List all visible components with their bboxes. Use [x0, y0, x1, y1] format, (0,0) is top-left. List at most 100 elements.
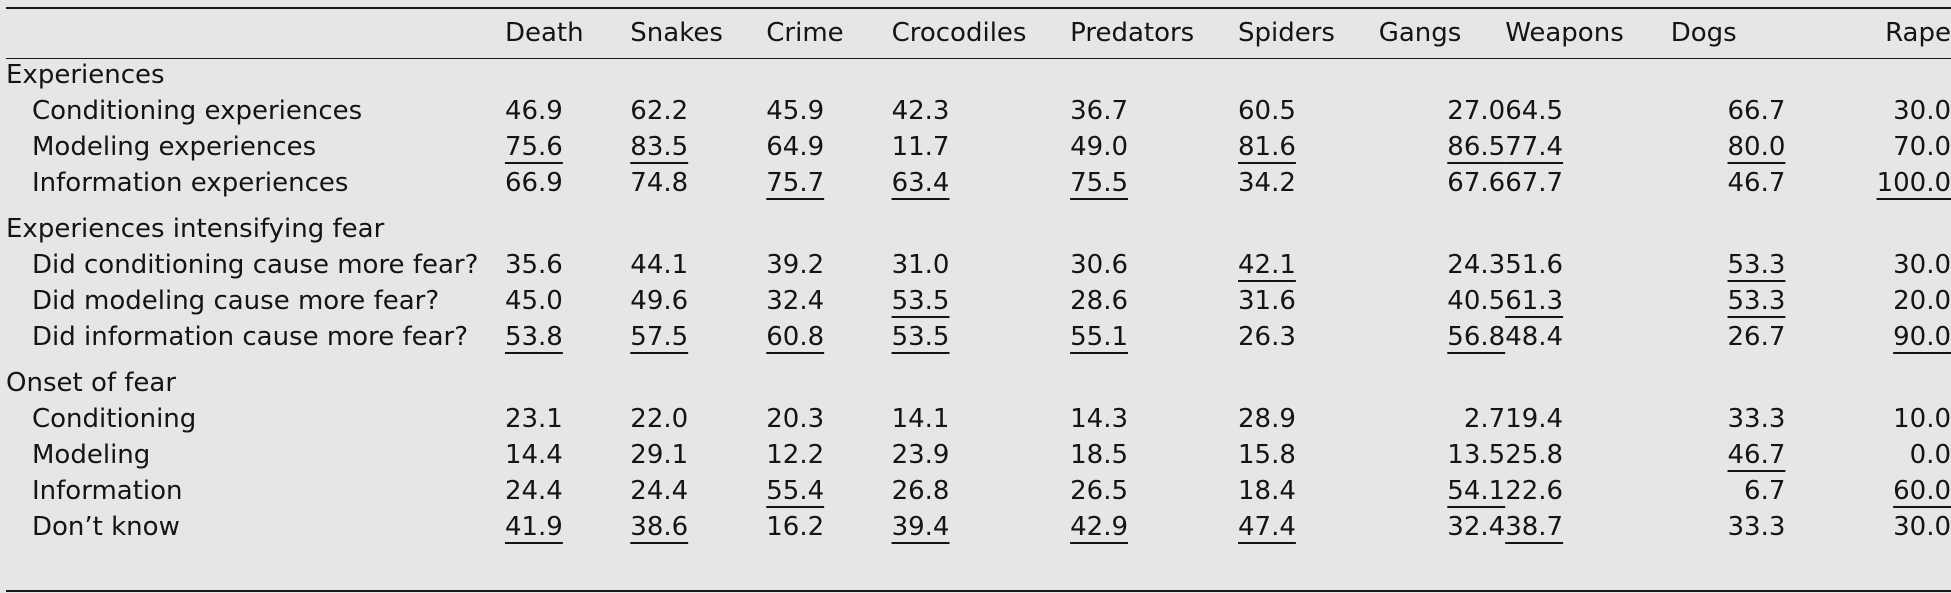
cell-value-underlined: 42.9 — [1070, 512, 1128, 542]
table-cell: 67.6 — [1379, 165, 1505, 201]
section-title: Onset of fear — [6, 368, 177, 398]
cell-value-underlined: 56.8 — [1447, 322, 1506, 352]
table-cell: 100.0 — [1785, 165, 1951, 201]
table-cell: 46.7 — [1671, 165, 1786, 201]
table-cell: 75.6 — [505, 129, 630, 165]
cell-value: 33.3 — [1727, 512, 1786, 542]
table-cell: 75.5 — [1070, 165, 1238, 201]
cell-value: 26.3 — [1238, 322, 1296, 352]
table-cell: 26.3 — [1238, 319, 1379, 355]
table-cell: 45.9 — [766, 93, 891, 129]
table-cell: 80.0 — [1671, 129, 1786, 165]
table-cell: 22.6 — [1505, 473, 1671, 509]
table-bottom-rule — [6, 590, 1951, 592]
cell-value: 23.1 — [504, 404, 563, 434]
cell-value: 26.5 — [1070, 476, 1128, 506]
table-cell: 62.2 — [630, 93, 766, 129]
cell-value-underlined: 100.0 — [1876, 168, 1951, 198]
column-header: Crocodiles — [891, 18, 1027, 48]
cell-value: 49.6 — [630, 286, 689, 316]
cell-value-underlined: 63.4 — [891, 168, 950, 198]
table-cell: 67.7 — [1505, 165, 1671, 201]
cell-value: 30.6 — [1070, 250, 1128, 280]
table-row: Did information cause more fear? 53.8 57.5… — [6, 319, 1951, 355]
table-cell: 12.2 — [766, 437, 891, 473]
table-cell: 61.3 — [1505, 283, 1671, 319]
cell-value: 11.7 — [891, 132, 950, 162]
table-row: Information experiences 66.9 74.8 75.7 63.4 7… — [6, 165, 1951, 201]
cell-value: 36.7 — [1070, 96, 1128, 126]
column-header: Dogs — [1670, 18, 1737, 48]
cell-value: 20.3 — [766, 404, 825, 434]
table-cell: 46.9 — [505, 93, 630, 129]
cell-value: 28.6 — [1070, 286, 1128, 316]
cell-value: 32.4 — [766, 286, 825, 316]
table-cell: 15.8 — [1238, 437, 1379, 473]
table-cell: 23.9 — [892, 437, 1071, 473]
cell-value: 18.4 — [1238, 476, 1296, 506]
table-cell: 42.3 — [892, 93, 1071, 129]
table-cell: 74.8 — [630, 165, 766, 201]
cell-value: 0.0 — [1909, 440, 1951, 470]
header-row: Death Snakes Crime Crocodiles Predators … — [6, 9, 1951, 57]
column-header: Crime — [766, 18, 844, 48]
table-cell: 19.4 — [1505, 401, 1671, 437]
table-cell: 6.7 — [1671, 473, 1785, 509]
cell-value-underlined: 61.3 — [1505, 286, 1564, 316]
cell-value: 10.0 — [1893, 404, 1951, 434]
cell-value: 29.1 — [630, 440, 689, 470]
cell-value: 64.9 — [766, 132, 825, 162]
cell-value-underlined: 38.6 — [630, 512, 689, 542]
table-cell: 27.0 — [1379, 93, 1505, 129]
table-cell: 55.1 — [1070, 319, 1238, 355]
cell-value: 23.9 — [891, 440, 950, 470]
table-cell: 63.4 — [892, 165, 1071, 201]
table-cell: 18.5 — [1070, 437, 1238, 473]
row-label: Conditioning — [32, 404, 197, 434]
table-cell: 90.0 — [1785, 319, 1951, 355]
cell-value-underlined: 90.0 — [1893, 322, 1951, 352]
table-cell: 64.9 — [766, 129, 891, 165]
fear-experiences-table: Death Snakes Crime Crocodiles Predators … — [6, 9, 1951, 545]
table-row: Conditioning experiences 46.9 62.2 45.9 42.3… — [6, 93, 1951, 129]
row-label: Information — [32, 476, 183, 506]
cell-value-underlined: 47.4 — [1238, 512, 1296, 542]
table-cell: 22.0 — [630, 401, 766, 437]
table-cell: 24.3 — [1379, 247, 1505, 283]
cell-value: 45.9 — [766, 96, 825, 126]
cell-value: 22.6 — [1505, 476, 1564, 506]
table-cell: 46.7 — [1671, 437, 1786, 473]
cell-value: 25.8 — [1505, 440, 1564, 470]
table-cell: 75.7 — [766, 165, 891, 201]
table-cell: 32.4 — [766, 283, 891, 319]
table-cell: 20.3 — [766, 401, 891, 437]
cell-value: 34.2 — [1238, 168, 1296, 198]
cell-value-underlined: 39.4 — [891, 512, 950, 542]
section-title: Experiences — [6, 60, 165, 90]
row-label: Modeling — [32, 440, 151, 470]
cell-value: 39.2 — [766, 250, 825, 280]
table-cell: 11.7 — [892, 129, 1071, 165]
cell-value-underlined: 41.9 — [504, 512, 563, 542]
table-cell: 36.7 — [1070, 93, 1238, 129]
column-header: Gangs — [1378, 18, 1462, 48]
cell-value: 40.5 — [1447, 286, 1506, 316]
table-row: Did modeling cause more fear? 45.0 49.6 32.… — [6, 283, 1951, 319]
cell-value-underlined: 46.7 — [1727, 440, 1786, 470]
cell-value: 35.6 — [504, 250, 563, 280]
cell-value: 12.2 — [766, 440, 825, 470]
cell-value-underlined: 75.7 — [766, 168, 825, 198]
table-cell: 26.5 — [1070, 473, 1238, 509]
table-cell: 54.1 — [1379, 473, 1505, 509]
cell-value-underlined: 75.6 — [504, 132, 563, 162]
column-header: Weapons — [1505, 18, 1624, 48]
table-cell: 23.1 — [505, 401, 630, 437]
cell-value: 67.7 — [1505, 168, 1564, 198]
table-cell: 33.3 — [1671, 509, 1786, 545]
table-row: Information 24.4 24.4 55.4 26.8 26.5 18.4 54.1 2… — [6, 473, 1951, 509]
table-row: Modeling experiences 75.6 83.5 64.9 11.7 49.0… — [6, 129, 1951, 165]
table-cell: 30.0 — [1785, 93, 1951, 129]
cell-value-underlined: 80.0 — [1727, 132, 1786, 162]
table-cell: 55.4 — [766, 473, 891, 509]
table-cell: 31.0 — [892, 247, 1071, 283]
